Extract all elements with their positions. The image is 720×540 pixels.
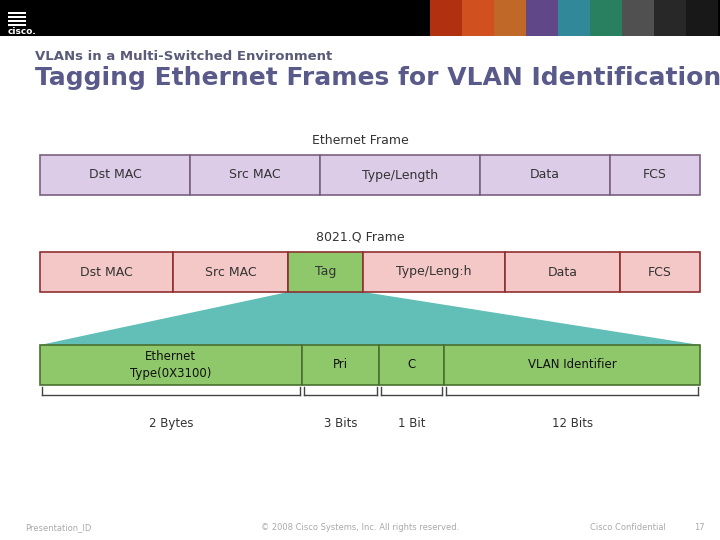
Text: Pri: Pri xyxy=(333,359,348,372)
Text: © 2008 Cisco Systems, Inc. All rights reserved.: © 2008 Cisco Systems, Inc. All rights re… xyxy=(261,523,459,532)
Text: C: C xyxy=(408,359,415,372)
Text: 2 Bytes: 2 Bytes xyxy=(148,417,193,430)
Bar xyxy=(302,345,379,385)
Bar xyxy=(40,252,173,292)
Text: FCS: FCS xyxy=(648,266,672,279)
Text: FCS: FCS xyxy=(643,168,667,181)
Bar xyxy=(40,155,190,195)
Text: Tagging Ethernet Frames for VLAN Identification: Tagging Ethernet Frames for VLAN Identif… xyxy=(35,66,720,90)
Text: Cisco Confidential: Cisco Confidential xyxy=(590,523,666,532)
Text: 12 Bits: 12 Bits xyxy=(552,417,593,430)
Text: Ethernet Frame: Ethernet Frame xyxy=(312,134,408,147)
Bar xyxy=(462,0,494,36)
Bar xyxy=(590,0,622,36)
Bar xyxy=(8,19,26,22)
Bar xyxy=(40,345,302,385)
Bar xyxy=(430,0,462,36)
Text: Src MAC: Src MAC xyxy=(229,168,281,181)
Bar xyxy=(480,155,610,195)
Bar xyxy=(173,252,288,292)
Text: Data: Data xyxy=(530,168,560,181)
Text: Type/Leng:h: Type/Leng:h xyxy=(397,266,472,279)
Bar xyxy=(8,11,26,14)
Text: Dst MAC: Dst MAC xyxy=(89,168,141,181)
Text: Data: Data xyxy=(548,266,577,279)
Bar xyxy=(610,155,700,195)
Bar xyxy=(494,0,526,36)
Bar xyxy=(654,0,686,36)
Text: Type/Length: Type/Length xyxy=(362,168,438,181)
Bar xyxy=(379,345,444,385)
Text: Ethernet
Type(0X3100): Ethernet Type(0X3100) xyxy=(130,350,212,380)
Bar xyxy=(364,252,505,292)
Text: Src MAC: Src MAC xyxy=(204,266,256,279)
Bar xyxy=(288,252,364,292)
Bar xyxy=(0,0,720,36)
Text: 1 Bit: 1 Bit xyxy=(398,417,426,430)
Bar xyxy=(190,155,320,195)
Bar xyxy=(526,0,558,36)
Bar xyxy=(620,252,700,292)
Bar xyxy=(8,24,26,26)
Bar xyxy=(686,0,718,36)
Text: Presentation_ID: Presentation_ID xyxy=(25,523,91,532)
Bar xyxy=(558,0,590,36)
Text: VLAN Identifier: VLAN Identifier xyxy=(528,359,616,372)
Bar xyxy=(505,252,620,292)
Text: Dst MAC: Dst MAC xyxy=(80,266,132,279)
Bar xyxy=(622,0,654,36)
Text: 8021.Q Frame: 8021.Q Frame xyxy=(315,231,405,244)
Text: 17: 17 xyxy=(694,523,705,532)
Text: cisco.: cisco. xyxy=(8,27,37,36)
Bar xyxy=(320,155,480,195)
Polygon shape xyxy=(40,292,700,345)
Text: 3 Bits: 3 Bits xyxy=(323,417,357,430)
Bar xyxy=(444,345,700,385)
Bar xyxy=(8,16,26,18)
Text: Tag: Tag xyxy=(315,266,336,279)
Text: VLANs in a Multi-Switched Environment: VLANs in a Multi-Switched Environment xyxy=(35,50,332,63)
